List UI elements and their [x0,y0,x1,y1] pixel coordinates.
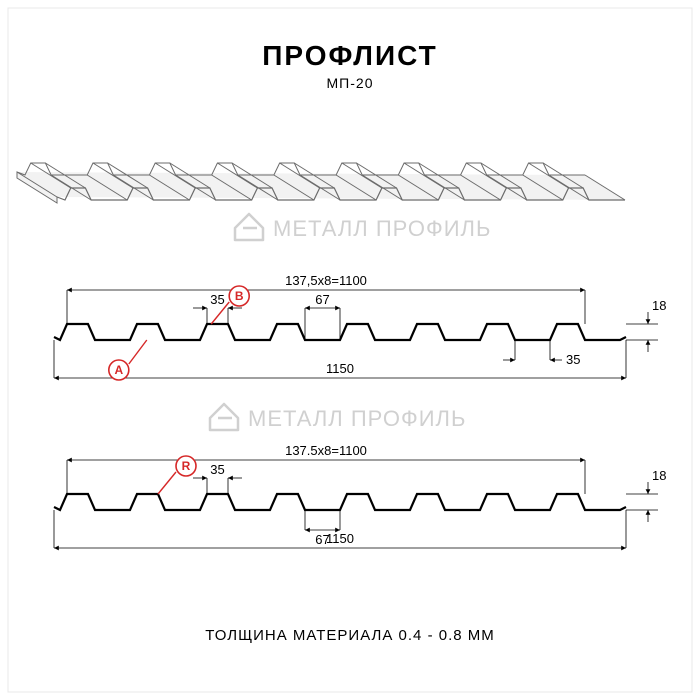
dim-valley: 67 [315,292,329,307]
dim-top: 137,5х8=1100 [285,273,367,288]
perspective-view [17,163,625,203]
dim-crest: 35 [210,292,224,307]
dim-height: 18 [652,468,666,483]
marker-label: B [235,289,244,303]
watermark: МЕТАЛЛ ПРОФИЛЬ [210,404,466,431]
frame [8,8,692,692]
cross-section: 137,5х8=1100 1150 35 67 18 35 A B [54,273,666,380]
dim-height: 18 [652,298,666,313]
dim-top: 137.5х8=1100 [285,443,367,458]
cross-section: 137.5х8=1100 1150 35 67 18 R [54,443,666,548]
svg-text:МЕТАЛЛ ПРОФИЛЬ: МЕТАЛЛ ПРОФИЛЬ [248,406,466,431]
watermark: МЕТАЛЛ ПРОФИЛЬ [235,214,491,241]
marker-label: A [114,363,123,377]
footer-text: ТОЛЩИНА МАТЕРИАЛА 0.4 - 0.8 ММ [205,627,495,644]
dim-valley: 67 [315,532,329,547]
dim-bottom: 1150 [326,361,354,376]
dim-bottom: 1150 [326,531,354,546]
dim-sidegap: 35 [566,352,580,367]
marker-label: R [182,459,191,473]
page-subtitle: МП-20 [327,75,374,91]
page-title: ПРОФЛИСТ [262,40,437,71]
svg-text:МЕТАЛЛ ПРОФИЛЬ: МЕТАЛЛ ПРОФИЛЬ [273,216,491,241]
dim-crest: 35 [210,462,224,477]
profile-line [54,494,626,510]
